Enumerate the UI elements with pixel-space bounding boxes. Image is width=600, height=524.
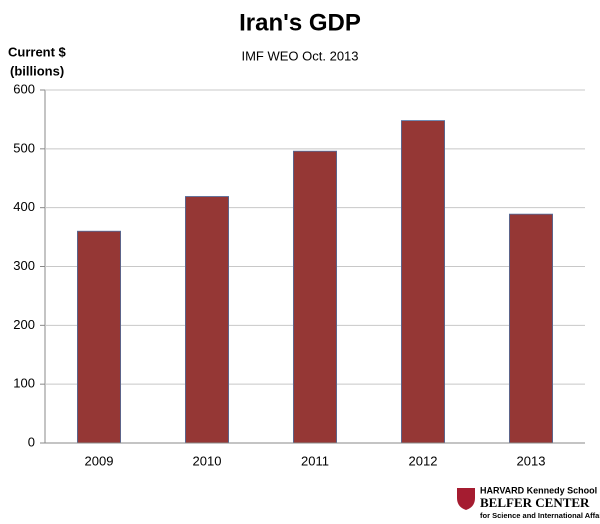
x-tick-label: 2013 (517, 453, 546, 468)
x-tick-label: 2012 (409, 453, 438, 468)
x-tick-label: 2010 (193, 453, 222, 468)
bar (77, 230, 122, 444)
x-tick-label: 2009 (85, 453, 114, 468)
logo-shield (457, 488, 475, 510)
bar (508, 213, 553, 444)
y-tick-label: 0 (28, 434, 35, 449)
bar (184, 196, 229, 444)
x-tick-label: 2011 (301, 453, 329, 468)
bar (292, 150, 337, 444)
bar (400, 120, 445, 444)
logo-center: BELFER CENTER (480, 495, 590, 510)
y-tick-label: 300 (13, 258, 35, 273)
logo: HARVARD Kennedy School BELFER CENTER for… (457, 485, 600, 520)
y-tick-label: 400 (13, 199, 35, 214)
y-tick-label: 600 (13, 81, 35, 96)
y-tick-label: 100 (13, 376, 35, 391)
logo-tagline: for Science and International Affairs (480, 511, 600, 520)
logo-school: HARVARD Kennedy School (480, 485, 597, 495)
y-tick-label: 500 (13, 140, 35, 155)
y-axis-label: (billions) (10, 63, 64, 78)
y-axis-label: Current $ (8, 44, 67, 59)
chart-title: Iran's GDP (239, 9, 361, 36)
y-tick-label: 200 (13, 317, 35, 332)
chart-subtitle: IMF WEO Oct. 2013 (241, 48, 358, 63)
